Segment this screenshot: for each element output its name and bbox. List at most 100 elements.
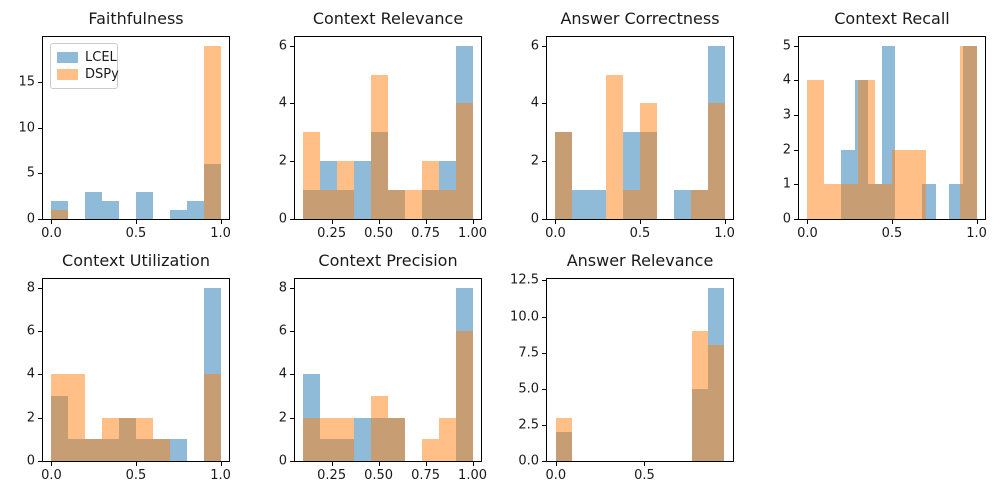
histogram-bar-dspy (371, 74, 388, 219)
x-tick-label: 0.5 (881, 226, 903, 241)
x-tick-label: 1.0 (210, 226, 231, 241)
histogram-bar-dspy (320, 190, 338, 219)
x-tick-label: 0.0 (545, 226, 566, 241)
y-tick-mark (290, 45, 294, 47)
histogram-bar-dspy (708, 345, 725, 461)
y-tick-mark (794, 45, 798, 47)
histogram-bar-dspy (388, 417, 405, 461)
y-tick-label: 10.0 (510, 309, 539, 325)
subplot-title: Answer Relevance (566, 251, 714, 270)
histogram-bar-dspy (51, 374, 69, 461)
y-tick-mark (794, 80, 798, 82)
y-tick-label: 5 (782, 38, 791, 54)
histogram-bar-lcel (186, 200, 204, 219)
histogram-bar-lcel (354, 161, 372, 219)
histogram-bar-dspy (555, 417, 572, 461)
y-tick-mark (542, 424, 546, 426)
y-tick-label: 5 (26, 165, 35, 181)
histogram-bar-dspy (337, 417, 355, 461)
y-tick-label: 8 (26, 280, 35, 296)
x-tick-label: 0.5 (629, 226, 651, 241)
histogram-bar-dspy (371, 396, 388, 461)
x-tick-mark (378, 220, 380, 224)
histogram-bar-dspy (858, 80, 876, 219)
y-tick-label: 2.5 (518, 417, 539, 433)
subplot-title: Context Utilization (62, 251, 210, 270)
x-tick-label: 1.0 (966, 226, 987, 241)
legend-label: DSPy (85, 67, 119, 83)
y-tick-label: 2 (530, 153, 539, 169)
histogram-bar-dspy (807, 80, 825, 219)
histogram-bar-dspy (152, 439, 170, 461)
x-tick-mark (136, 462, 137, 466)
x-tick-mark (51, 462, 53, 466)
x-tick-label: 1.00 (458, 468, 488, 483)
y-tick-label: 4 (278, 95, 287, 111)
histogram-bar-lcel (572, 190, 590, 219)
subplot-answer-relevance: Answer Relevance 0.0 0.5 0.0 2.5 5.0 7.5 10.0 1… (510, 252, 734, 483)
histogram-bar-dspy (438, 417, 456, 461)
histogram-bar-dspy (68, 374, 86, 461)
histogram-bar-dspy (320, 417, 338, 461)
subplot-faithfulness: Faithfulness LCEL DSPy 0.0 0.5 1.0 0 5 10 15 (18, 10, 230, 241)
histogram-bar-lcel (169, 439, 187, 461)
histogram-bar-dspy (303, 132, 321, 219)
x-tick-mark (331, 220, 333, 224)
legend-label: LCEL (85, 49, 117, 65)
y-tick-mark (290, 374, 294, 376)
x-tick-label: 0.5 (125, 226, 147, 241)
histogram-bar-dspy (908, 149, 926, 219)
histogram-bar-dspy (421, 161, 439, 219)
x-tick-mark (724, 220, 726, 224)
histogram-bar-dspy (959, 45, 977, 219)
x-tick-label: 1.00 (458, 226, 488, 241)
x-tick-label: 0.0 (41, 226, 62, 241)
y-tick-mark (38, 461, 42, 462)
plot-area (295, 37, 481, 219)
y-tick-label: 12.5 (510, 272, 539, 288)
y-tick-mark (290, 331, 294, 332)
y-tick-label: 10 (18, 120, 35, 136)
subplot-title: Context Recall (834, 9, 950, 28)
x-tick-mark (378, 462, 380, 466)
lcel-swatch-icon (57, 51, 78, 63)
y-tick-mark (38, 287, 42, 289)
x-tick-label: 0.25 (317, 226, 347, 241)
histogram-bar-dspy (404, 190, 422, 219)
y-tick-label: 2 (278, 153, 287, 169)
x-tick-label: 0.50 (364, 468, 394, 483)
y-tick-mark (38, 417, 42, 419)
histogram-bar-lcel (169, 209, 187, 219)
histogram-bar-lcel (102, 200, 120, 219)
x-tick-mark (555, 220, 557, 224)
y-tick-label: 2 (26, 410, 35, 426)
histogram-bar-dspy (203, 45, 221, 219)
histogram-bar-dspy (841, 184, 859, 219)
subplot-title: Answer Correctness (560, 9, 720, 28)
x-tick-mark (51, 220, 53, 224)
x-tick-mark (555, 462, 557, 466)
y-tick-mark (290, 287, 294, 289)
y-tick-label: 0 (26, 453, 35, 469)
y-tick-label: 6 (26, 323, 35, 339)
histogram-bar-dspy (51, 209, 69, 219)
x-tick-mark (976, 220, 978, 224)
subplot-answer-correctness: Answer Correctness 0.0 0.5 1.0 0 2 4 6 (531, 10, 735, 241)
subplot-context-recall: Context Recall 0.0 0.5 1.0 0 1 2 3 4 5 (783, 10, 987, 241)
x-tick-mark (807, 220, 809, 224)
subplot-context-relevance: Context Relevance 0.25 0.50 0.75 1.00 0 2 4 6 (279, 10, 487, 241)
histogram-bar-dspy (438, 190, 456, 219)
y-tick-mark (542, 388, 546, 390)
y-tick-mark (542, 352, 546, 354)
y-tick-mark (794, 184, 798, 186)
subplot-context-utilization: Context Utilization 0.0 0.5 1.0 0 2 4 6 8 (27, 252, 231, 483)
y-tick-label: 0 (278, 211, 287, 227)
histogram-bar-dspy (455, 103, 473, 219)
subplot-title: Context Relevance (312, 9, 464, 28)
y-tick-mark (542, 280, 546, 282)
x-tick-mark (640, 220, 641, 224)
plot-area (799, 37, 985, 219)
x-tick-label: 0.25 (317, 468, 347, 483)
x-tick-label: 0.75 (411, 468, 441, 483)
histogram-bar-dspy (421, 439, 439, 461)
